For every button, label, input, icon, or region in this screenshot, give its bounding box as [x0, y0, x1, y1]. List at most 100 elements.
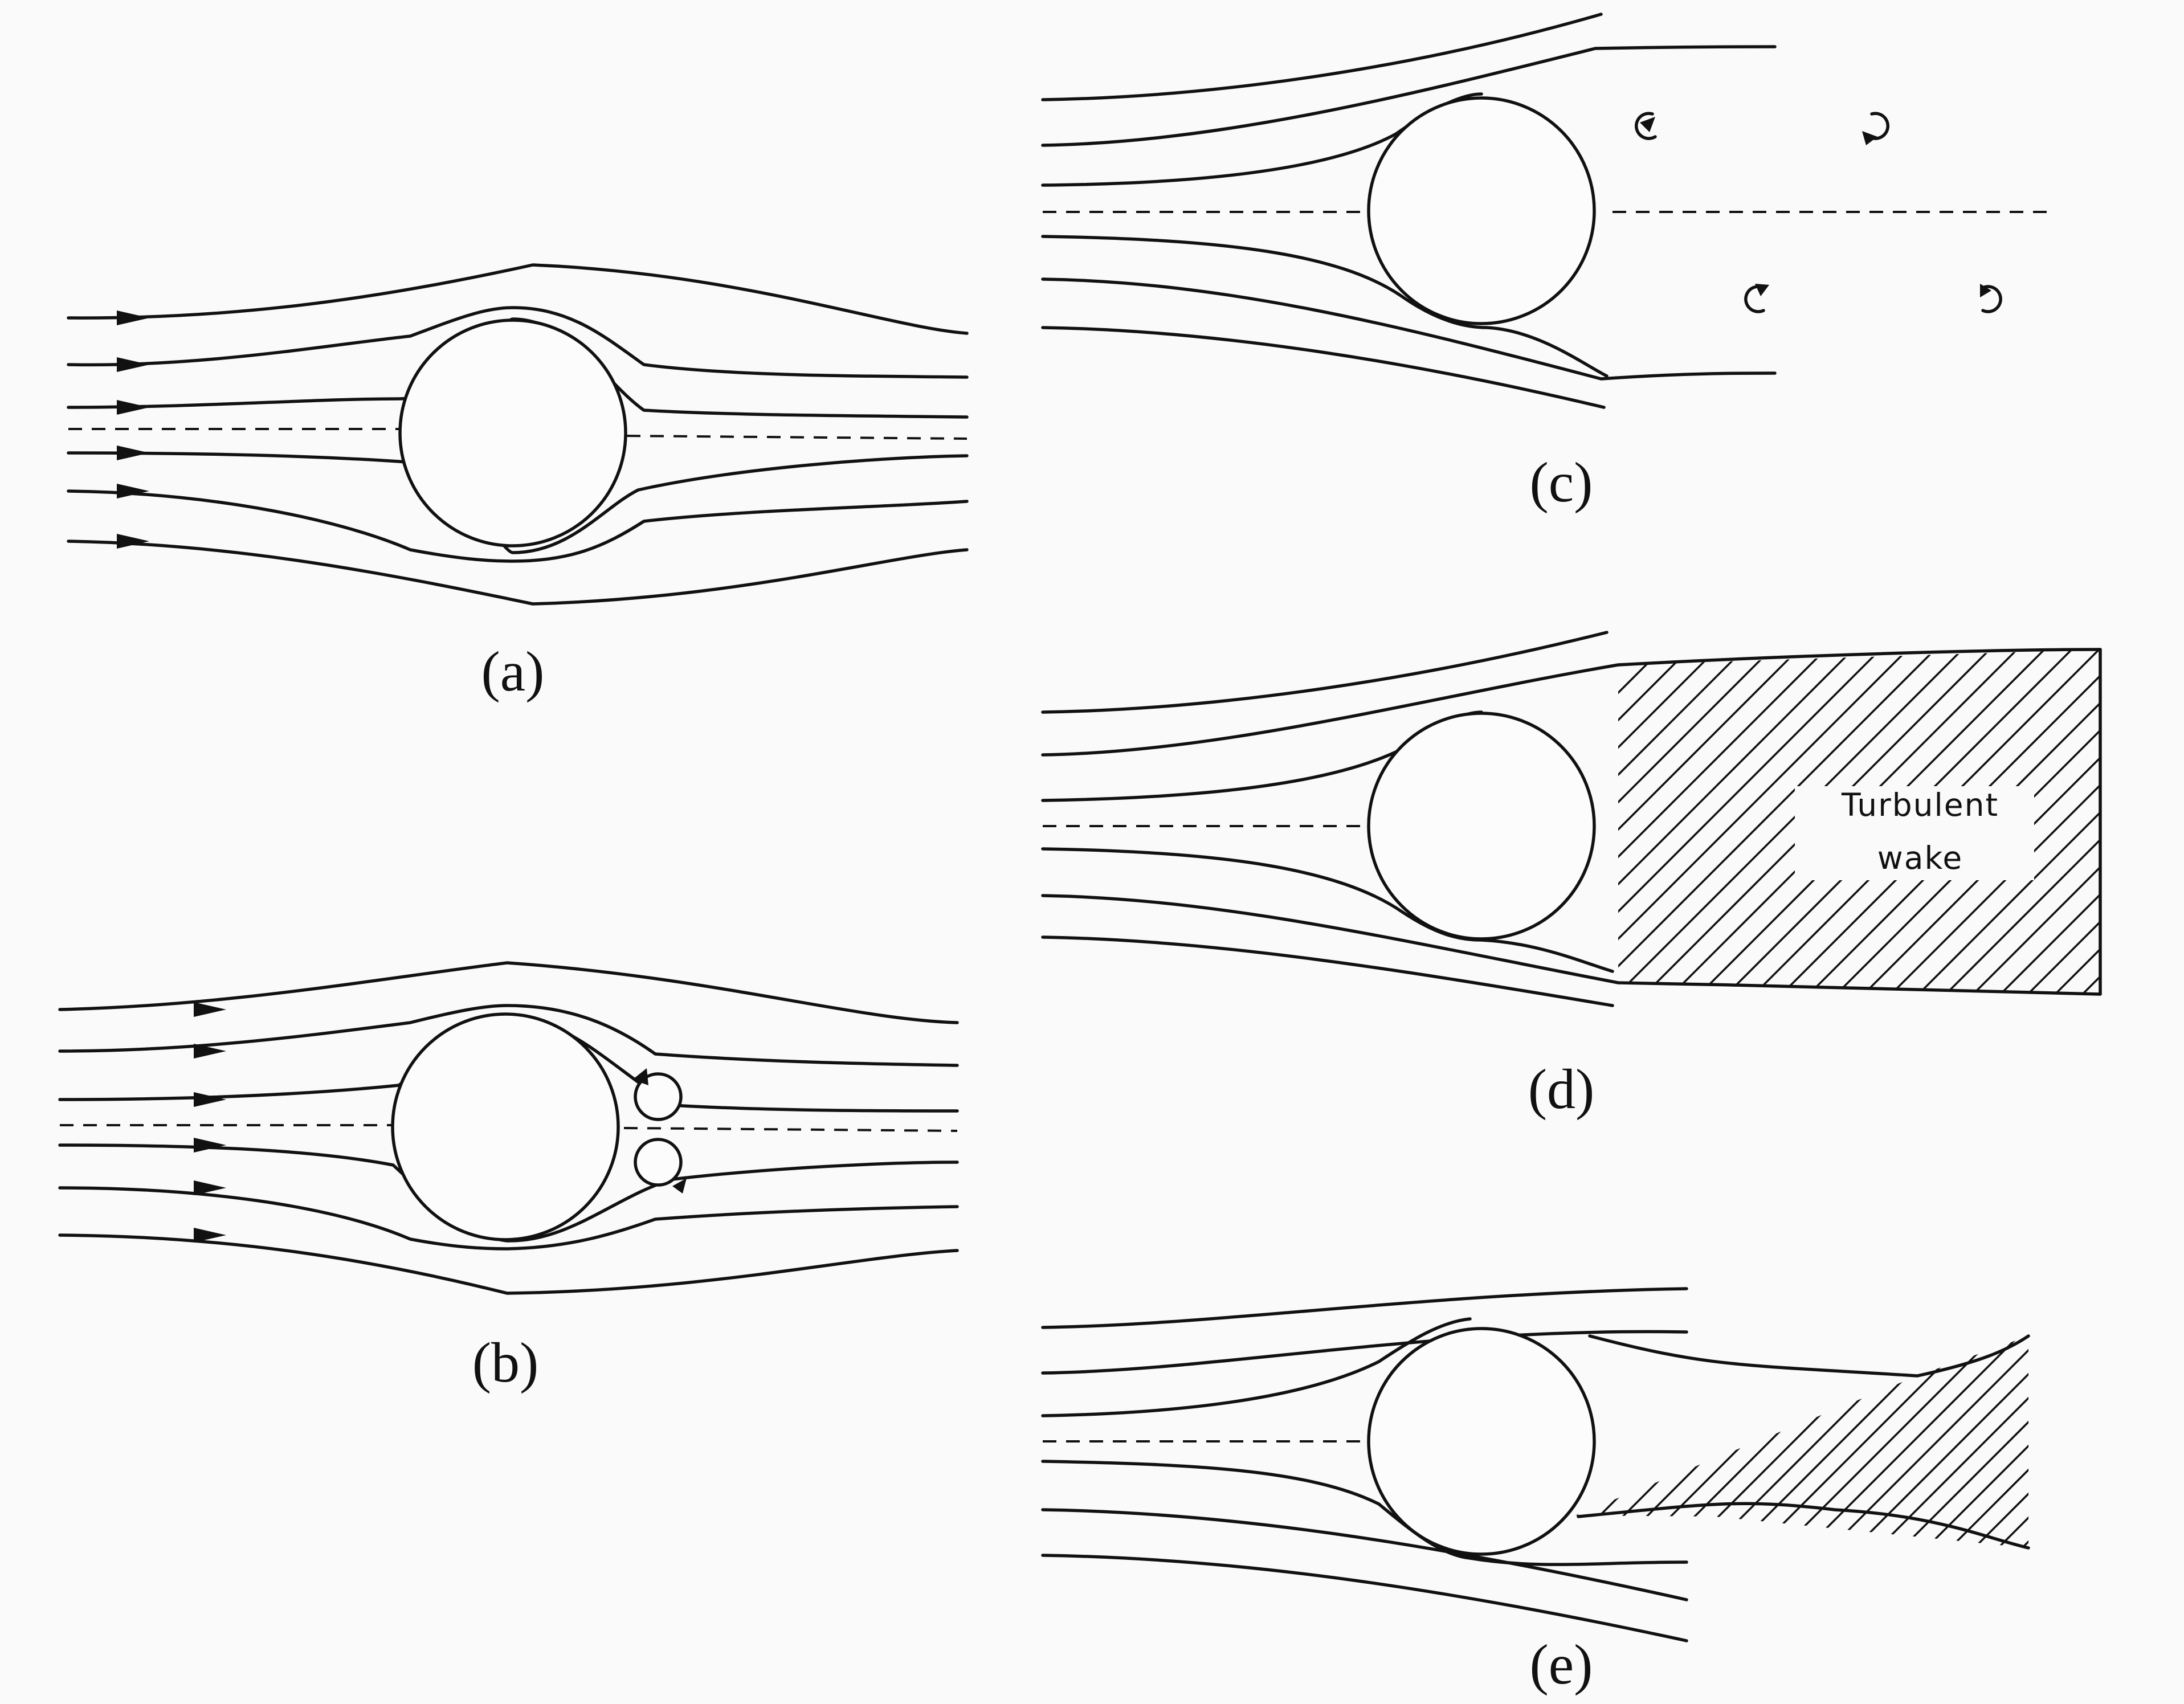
panel-label-e: (e) [1530, 1633, 1593, 1696]
flow-arrow-icon [194, 1138, 226, 1153]
streamline [1041, 894, 2102, 996]
eddy-arrow-icon [632, 1068, 648, 1085]
eddy [634, 1072, 683, 1121]
flow-arrow-icon [117, 357, 149, 372]
panel-label-b: (b) [472, 1331, 539, 1394]
flow-arrow-icon [117, 534, 149, 549]
hatch-line [2110, 1327, 2184, 1555]
vortex-icon [1862, 112, 1889, 145]
panel-label-a: (a) [481, 640, 545, 703]
hatch-line [1942, 1336, 2028, 1548]
streamline [67, 263, 969, 335]
hatch-line [1909, 649, 2100, 994]
hatch-line [1990, 1336, 2028, 1548]
streamline [1041, 13, 1603, 101]
hatch-line [1618, 649, 1696, 994]
streamline [1041, 1554, 1688, 1642]
panel-d: Turbulent wake (d) [1041, 631, 2184, 1121]
hatch-line [1854, 649, 2100, 994]
panel-e: (e) [1041, 1287, 2184, 1696]
hatch-line [1822, 1336, 2028, 1548]
hatch-line [1918, 1336, 2028, 1548]
hatch-line [2039, 1327, 2184, 1555]
eddy-arrow-icon [672, 1178, 687, 1194]
hatch-line [2063, 1327, 2184, 1555]
wake-label-line-2: wake [1877, 840, 1963, 876]
hatch-line [1655, 1336, 1885, 1548]
streamline [1041, 326, 1606, 409]
hatch-line [1618, 649, 1723, 994]
streamline [58, 961, 959, 1024]
flow-arrow-icon [117, 484, 149, 498]
flow-arrow-icon [194, 1092, 226, 1107]
hatch-line [1991, 649, 2100, 994]
hatch-line [1774, 1336, 2005, 1548]
streamline [67, 451, 969, 554]
vortex-icon [1635, 112, 1657, 140]
hatch-line [2158, 1327, 2184, 1555]
hatch-line [1846, 1336, 2028, 1548]
streamline [58, 1186, 959, 1251]
hatch-line [1936, 649, 2100, 994]
centerline [623, 1127, 958, 1132]
hatch-line [1750, 1336, 1981, 1548]
cylinder [1367, 1327, 1596, 1556]
streamline [1041, 935, 1614, 1007]
hatch-line [2101, 644, 2184, 1003]
flow-arrow-icon [194, 1180, 226, 1195]
vortex-icon [1980, 284, 2002, 313]
hatch-line [1963, 649, 2100, 994]
flow-arrow-icon [117, 310, 149, 325]
cylinder [398, 318, 627, 547]
streamline [1041, 847, 1614, 973]
flow-arrow-icon [117, 400, 149, 415]
hatch-line [1618, 649, 1750, 994]
hatch-line [1703, 1336, 1933, 1548]
wake-boundary [1577, 1502, 2030, 1550]
hatch-line [1618, 649, 1805, 994]
panel-label-c: (c) [1530, 451, 1593, 514]
centerline [626, 435, 968, 440]
hatch-line [2087, 1327, 2184, 1555]
hatch-line [1618, 649, 1942, 994]
wake-label-line-1: Turbulent [1841, 787, 1999, 823]
flow-arrow-icon [194, 1002, 226, 1017]
hatch-line [2014, 1336, 2028, 1548]
streamline [1041, 1317, 1472, 1417]
flow-arrow-icon [117, 446, 149, 460]
panel-label-d: (d) [1528, 1057, 1595, 1121]
flow-arrow-icon [194, 1228, 226, 1243]
hatch-line [2156, 644, 2184, 1003]
streamline [1041, 1330, 1688, 1375]
panel-b: (b) [58, 961, 959, 1394]
streamline [1041, 1508, 1688, 1601]
cylinder [1367, 712, 1596, 941]
panel-c: (c) [1041, 13, 2051, 514]
streamline [67, 489, 969, 563]
streamline [58, 1004, 959, 1067]
hatch-line [1881, 649, 2100, 994]
hatch-line [2046, 649, 2100, 994]
turbulent-wake-hatch [1618, 644, 2184, 1003]
vortex-icon [1744, 284, 1769, 313]
streamline [58, 1233, 959, 1295]
hatch-line [2129, 644, 2184, 1003]
hatch-line [1618, 649, 1887, 994]
hatch-line [1870, 1336, 2028, 1548]
cylinder [1367, 96, 1596, 325]
hatch-line [1894, 1336, 2028, 1548]
streamline [67, 540, 969, 606]
hatch-line [1618, 649, 1860, 994]
wake-boundary [1588, 1334, 2030, 1378]
streamline [1041, 277, 1777, 381]
streamline [1041, 235, 1609, 378]
hatch-line [1583, 1336, 1813, 1548]
hatch-line [1966, 1336, 2028, 1548]
streamline [1041, 45, 1777, 147]
hatch-line [1798, 1336, 2028, 1548]
eddy [634, 1138, 683, 1187]
cylinder [391, 1012, 620, 1241]
streamline [1041, 1287, 1688, 1329]
streamline [1041, 648, 2102, 757]
